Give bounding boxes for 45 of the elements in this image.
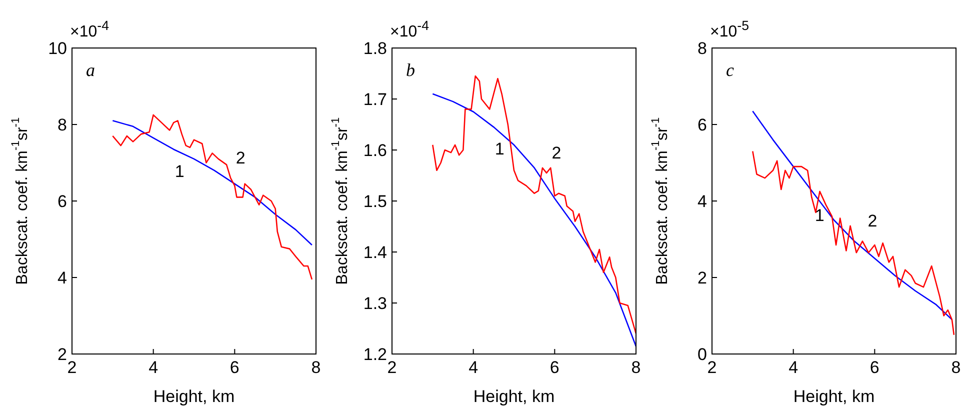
line-series <box>112 120 313 246</box>
x-tick-label: 8 <box>631 358 641 378</box>
y-tick-label: 4 <box>58 268 67 288</box>
y-tick-label: 0 <box>698 345 707 364</box>
y-tick-label: 1.2 <box>363 345 387 364</box>
y-tick-label: 1.7 <box>363 90 387 110</box>
x-tick-label: 4 <box>148 358 158 378</box>
x-tick-label: 8 <box>311 358 321 378</box>
series-label: 2 <box>552 143 562 162</box>
x-axis-title: Height, km <box>793 387 875 406</box>
y-tick-label: 8 <box>58 116 67 135</box>
line-series <box>752 150 955 336</box>
series-label: 1 <box>814 206 824 225</box>
x-axis-title: Height, km <box>153 387 235 406</box>
text: ×10$^{-4}$ <box>70 18 109 42</box>
line-series <box>752 110 953 320</box>
y-tick-label: 1.5 <box>363 192 387 212</box>
series-label: 2 <box>868 212 878 231</box>
text: c <box>726 60 734 80</box>
x-tick-label: 4 <box>468 358 478 378</box>
y-tick-label: 1.3 <box>363 294 387 314</box>
x-tick-label: 4 <box>788 358 798 378</box>
y-tick-label: 8 <box>698 39 707 58</box>
y-tick-label: 10 <box>48 39 67 58</box>
series-label: 1 <box>494 140 504 159</box>
series-label: 2 <box>236 148 246 168</box>
x-axis-title: Height, km <box>473 387 555 406</box>
text: ×10$^{-4}$ <box>390 18 429 42</box>
text: ×10$^{-5}$ <box>710 18 749 42</box>
x-tick-label: 6 <box>870 358 880 378</box>
line-series <box>112 114 313 280</box>
y-tick-label: 6 <box>698 116 707 135</box>
y-tick-label: 1.6 <box>363 141 387 160</box>
text: b <box>406 60 415 80</box>
y-tick-label: 4 <box>698 192 707 212</box>
y-tick-label: 6 <box>58 192 67 212</box>
x-tick-label: 6 <box>550 358 560 378</box>
x-tick-label: 8 <box>951 358 961 378</box>
series-label: 1 <box>174 162 184 181</box>
y-tick-label: 2 <box>698 268 707 288</box>
y-tick-label: 1.4 <box>363 243 387 262</box>
x-tick-label: 6 <box>230 358 240 378</box>
y-tick-label: 2 <box>58 345 67 364</box>
y-tick-label: 1.8 <box>363 39 387 58</box>
text: a <box>86 60 95 80</box>
